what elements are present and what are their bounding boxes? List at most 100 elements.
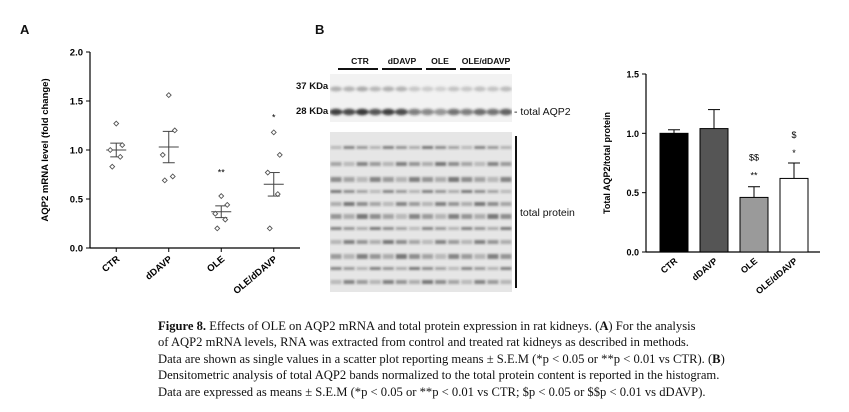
- aqp2-band-37: [434, 86, 447, 92]
- figure-caption: Figure 8. Effects of OLE on AQP2 mRNA an…: [158, 318, 838, 400]
- lane-label-ole: OLE: [431, 56, 449, 66]
- scatter-y-axis-label: AQP2 mRNA level (fold change): [40, 78, 51, 221]
- protein-band: [330, 280, 342, 284]
- protein-band: [382, 190, 394, 193]
- caption-line-3: Data are shown as single values in a sca…: [158, 351, 725, 366]
- protein-band: [474, 214, 486, 219]
- protein-band: [382, 214, 394, 219]
- scatter-point: [161, 177, 168, 184]
- protein-band: [422, 146, 434, 149]
- bar-x-tick-label: CTR: [659, 256, 680, 276]
- protein-band: [369, 202, 381, 206]
- protein-band: [474, 267, 486, 270]
- scatter-y-tick-label: 2.0: [70, 48, 83, 59]
- lane-label-ole-ddavp: OLE/dDAVP: [461, 56, 511, 66]
- protein-band: [408, 254, 420, 259]
- protein-band: [461, 177, 473, 182]
- protein-band: [343, 177, 355, 182]
- protein-band: [500, 190, 512, 193]
- bar-y-tick-label: 0.0: [626, 248, 639, 258]
- scatter-point: [274, 191, 281, 198]
- scatter-y-tick-label: 1.5: [70, 97, 84, 108]
- protein-band: [408, 177, 420, 182]
- lane-bar-ole: [426, 68, 456, 70]
- bar-x-tick-label: dDAVP: [690, 256, 719, 283]
- western-blot: CTR dDAVP OLE OLE/dDAVP 37 KDa - 28 KDa …: [296, 50, 620, 300]
- protein-band: [461, 267, 473, 270]
- aqp2-band: [381, 108, 395, 116]
- protein-band: [369, 227, 381, 230]
- protein-band: [395, 267, 407, 270]
- total-protein-label: total protein: [520, 207, 575, 219]
- protein-band: [343, 190, 355, 193]
- mw-marker-28: 28 KDa -: [296, 106, 335, 117]
- protein-band: [500, 240, 512, 244]
- lane-bar-ctr: [338, 68, 378, 70]
- aqp2-band: [486, 108, 500, 116]
- protein-band: [369, 190, 381, 193]
- protein-band: [474, 280, 486, 284]
- aqp2-band-37: [486, 86, 499, 92]
- protein-band: [422, 177, 434, 182]
- protein-band: [356, 146, 368, 149]
- caption-line-2: of AQP2 mRNA levels, RNA was extracted f…: [158, 335, 689, 350]
- protein-band: [435, 190, 447, 193]
- protein-band: [422, 240, 434, 244]
- protein-band: [422, 254, 434, 259]
- protein-band: [408, 146, 420, 149]
- protein-band: [422, 227, 434, 230]
- scatter-point: [214, 225, 221, 232]
- aqp2-band: [407, 108, 421, 116]
- aqp2-band-37: [473, 86, 486, 92]
- total-protein-blot-strip: [330, 132, 512, 292]
- lane-label-ddavp: dDAVP: [387, 56, 417, 66]
- protein-band: [487, 177, 499, 182]
- aqp2-blot-strip: [330, 74, 512, 122]
- protein-band: [408, 267, 420, 270]
- protein-band: [422, 214, 434, 219]
- protein-band: [369, 267, 381, 270]
- protein-band: [395, 177, 407, 182]
- protein-band: [500, 227, 512, 230]
- aqp2-band: [368, 108, 382, 116]
- protein-band: [395, 146, 407, 149]
- protein-band: [408, 227, 420, 230]
- protein-band: [395, 202, 407, 206]
- aqp2-band-37: [382, 86, 395, 92]
- protein-band: [487, 146, 499, 149]
- bar-4: [779, 177, 809, 253]
- scatter-point: [169, 173, 176, 180]
- protein-band: [408, 202, 420, 206]
- protein-band: [474, 190, 486, 193]
- protein-band: [422, 190, 434, 193]
- protein-band: [487, 240, 499, 244]
- aqp2-band-37: [395, 86, 408, 92]
- protein-band: [474, 177, 486, 182]
- protein-band: [356, 280, 368, 284]
- lane-bar-ole-ddavp: [460, 68, 510, 70]
- scatter-point: [113, 120, 120, 127]
- aqp2-band-37: [369, 86, 382, 92]
- protein-band: [369, 254, 381, 259]
- aqp2-band-37: [460, 86, 473, 92]
- protein-band: [382, 146, 394, 149]
- scatter-point: [109, 163, 116, 170]
- caption-line-4: Densitometric analysis of total AQP2 ban…: [158, 368, 720, 383]
- scatter-point: [224, 201, 231, 208]
- lane-bar-ddavp: [382, 68, 422, 70]
- bar-y-axis-label: Total AQP2/total protein: [602, 112, 612, 214]
- protein-band: [395, 240, 407, 244]
- scatter-chart: 0.0 0.5 1.0 1.5 2.0 AQP2 mRNA level (fold cha…: [40, 48, 300, 297]
- protein-band: [395, 190, 407, 193]
- protein-band: [395, 214, 407, 219]
- bar-y-tick-label: 1.5: [626, 70, 639, 80]
- caption-line-5: Data are expressed as means ± S.E.M (*p …: [158, 384, 706, 399]
- protein-band: [487, 227, 499, 230]
- protein-band: [395, 227, 407, 230]
- protein-band: [343, 254, 355, 259]
- protein-band: [356, 227, 368, 230]
- bar-2: [699, 128, 729, 253]
- protein-band: [448, 214, 460, 219]
- protein-band: [500, 254, 512, 259]
- protein-band: [369, 177, 381, 182]
